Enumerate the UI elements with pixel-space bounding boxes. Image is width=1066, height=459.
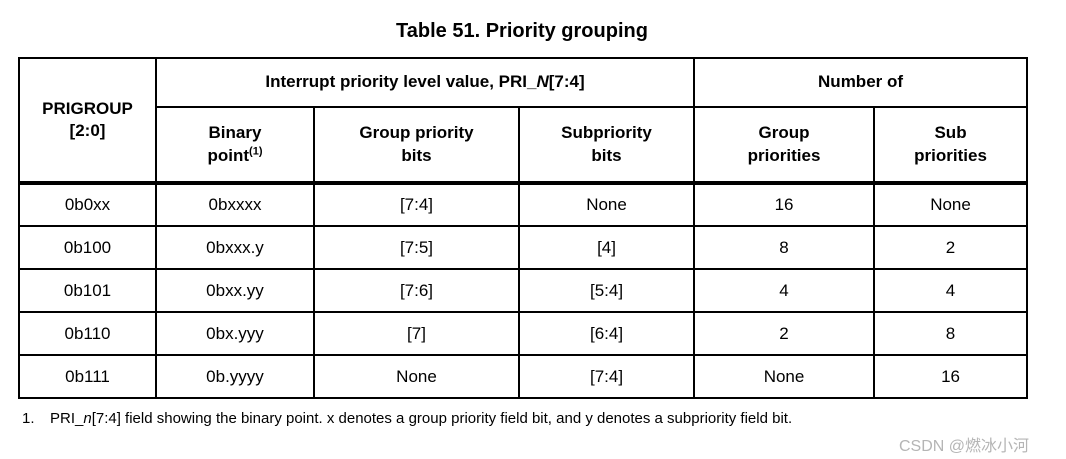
cell-group-priority-bits: [7:6] bbox=[313, 268, 520, 313]
priority-grouping-table: PRIGROUP [2:0] Interrupt priority level … bbox=[18, 57, 1029, 399]
cell-subpriority-bits: [6:4] bbox=[517, 311, 696, 356]
cell-group-priority-bits: [7:4] bbox=[313, 182, 520, 227]
table-row: 0b111 0b.yyyy None [7:4] None 16 bbox=[18, 354, 1029, 399]
watermark: CSDN @燃冰小河 bbox=[898, 438, 1029, 455]
footnote: 1. PRI_n[7:4] field showing the binary p… bbox=[22, 410, 970, 429]
table-row: 0b101 0bxx.yy [7:6] [5:4] 4 4 bbox=[18, 268, 1029, 313]
cell-binary-point: 0bxxxx bbox=[155, 182, 315, 227]
table-row: 0b0xx 0bxxxx [7:4] None 16 None bbox=[18, 182, 1029, 227]
column-header-prigroup: PRIGROUP [2:0] bbox=[18, 57, 157, 185]
footnote-text: PRI_n[7:4] field showing the binary poin… bbox=[50, 410, 793, 427]
column-header-group-priorities: Group priorities bbox=[693, 106, 876, 185]
cell-group-priorities: None bbox=[693, 354, 876, 399]
cell-prigroup: 0b101 bbox=[18, 268, 157, 313]
cell-sub-priorities: 4 bbox=[873, 268, 1029, 313]
cell-group-priorities: 2 bbox=[693, 311, 876, 356]
table-row: 0b110 0bx.yyy [7] [6:4] 2 8 bbox=[18, 311, 1029, 356]
column-header-subpriority-bits: Subpriority bits bbox=[517, 106, 696, 185]
cell-sub-priorities: 2 bbox=[873, 225, 1029, 270]
italic-n: n bbox=[83, 410, 92, 427]
cell-group-priority-bits: None bbox=[313, 354, 520, 399]
cell-sub-priorities: 16 bbox=[873, 354, 1029, 399]
cell-subpriority-bits: [5:4] bbox=[517, 268, 696, 313]
cell-prigroup: 0b100 bbox=[18, 225, 157, 270]
italic-n: N bbox=[536, 72, 549, 92]
cell-subpriority-bits: [7:4] bbox=[517, 354, 696, 399]
cell-sub-priorities: None bbox=[873, 182, 1029, 227]
page-title: Table 51. Priority grouping bbox=[396, 20, 648, 42]
column-header-group-priority-bits: Group priority bits bbox=[313, 106, 520, 185]
cell-group-priorities: 4 bbox=[693, 268, 876, 313]
cell-prigroup: 0b110 bbox=[18, 311, 157, 356]
cell-subpriority-bits: [4] bbox=[517, 225, 696, 270]
footnote-marker: 1. bbox=[22, 410, 35, 427]
column-header-binary-point: Binary point(1) bbox=[155, 106, 315, 185]
cell-binary-point: 0bx.yyy bbox=[155, 311, 315, 356]
cell-group-priorities: 16 bbox=[693, 182, 876, 227]
cell-prigroup: 0b0xx bbox=[18, 182, 157, 227]
column-header-sub-priorities: Sub priorities bbox=[873, 106, 1029, 185]
table-row: 0b100 0bxxx.y [7:5] [4] 8 2 bbox=[18, 225, 1029, 270]
cell-group-priority-bits: [7] bbox=[313, 311, 520, 356]
cell-sub-priorities: 8 bbox=[873, 311, 1029, 356]
group-header-interrupt-priority: Interrupt priority level value, PRI_N[7:… bbox=[154, 57, 696, 108]
cell-binary-point: 0b.yyyy bbox=[155, 354, 315, 399]
cell-binary-point: 0bxx.yy bbox=[155, 268, 315, 313]
footnote-ref-1: (1) bbox=[249, 144, 263, 157]
cell-group-priorities: 8 bbox=[693, 225, 876, 270]
cell-prigroup: 0b111 bbox=[18, 354, 157, 399]
group-header-number-of: Number of bbox=[693, 57, 1029, 108]
cell-subpriority-bits: None bbox=[517, 182, 696, 227]
cell-group-priority-bits: [7:5] bbox=[313, 225, 520, 270]
cell-binary-point: 0bxxx.y bbox=[155, 225, 315, 270]
